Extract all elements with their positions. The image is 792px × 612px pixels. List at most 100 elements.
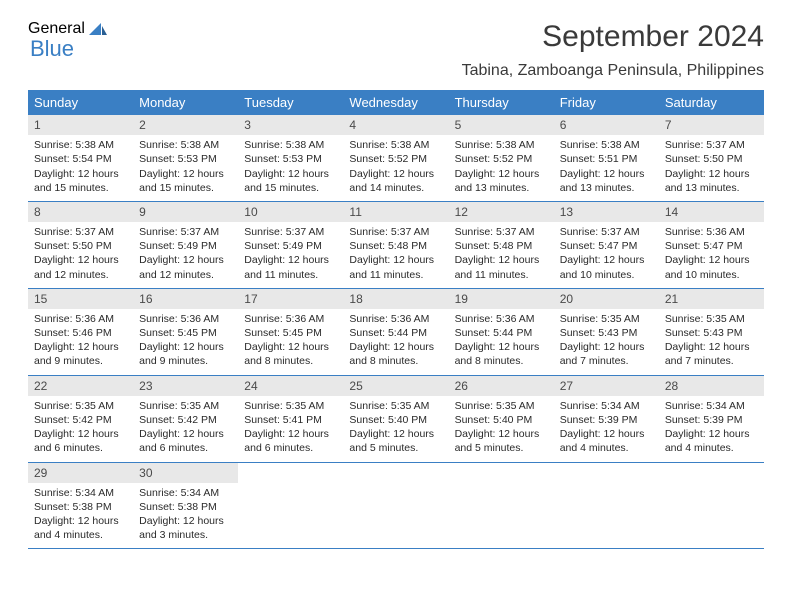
sunrise-text: Sunrise: 5:38 AM <box>349 138 442 152</box>
daylight-text: Daylight: 12 hours and 8 minutes. <box>244 340 337 368</box>
week-row: 15Sunrise: 5:36 AMSunset: 5:46 PMDayligh… <box>28 289 764 376</box>
sunset-text: Sunset: 5:43 PM <box>665 326 758 340</box>
daylight-text: Daylight: 12 hours and 7 minutes. <box>560 340 653 368</box>
calendar-cell: 21Sunrise: 5:35 AMSunset: 5:43 PMDayligh… <box>659 289 764 375</box>
calendar-cell: 12Sunrise: 5:37 AMSunset: 5:48 PMDayligh… <box>449 202 554 288</box>
day-number: 20 <box>554 289 659 309</box>
calendar-cell: 30Sunrise: 5:34 AMSunset: 5:38 PMDayligh… <box>133 463 238 549</box>
cell-body: Sunrise: 5:37 AMSunset: 5:49 PMDaylight:… <box>238 222 343 288</box>
daylight-text: Daylight: 12 hours and 12 minutes. <box>34 253 127 281</box>
calendar-cell: 15Sunrise: 5:36 AMSunset: 5:46 PMDayligh… <box>28 289 133 375</box>
cell-body: Sunrise: 5:37 AMSunset: 5:48 PMDaylight:… <box>343 222 448 288</box>
sunrise-text: Sunrise: 5:37 AM <box>455 225 548 239</box>
daylight-text: Daylight: 12 hours and 5 minutes. <box>349 427 442 455</box>
day-number: 29 <box>28 463 133 483</box>
day-number: 28 <box>659 376 764 396</box>
day-number: 4 <box>343 115 448 135</box>
daylight-text: Daylight: 12 hours and 6 minutes. <box>244 427 337 455</box>
logo-sail-icon <box>87 21 109 37</box>
sunrise-text: Sunrise: 5:35 AM <box>139 399 232 413</box>
day-header-wed: Wednesday <box>343 90 448 115</box>
sunrise-text: Sunrise: 5:36 AM <box>349 312 442 326</box>
daylight-text: Daylight: 12 hours and 15 minutes. <box>244 167 337 195</box>
sunset-text: Sunset: 5:40 PM <box>455 413 548 427</box>
sunset-text: Sunset: 5:49 PM <box>244 239 337 253</box>
calendar-cell: 6Sunrise: 5:38 AMSunset: 5:51 PMDaylight… <box>554 115 659 201</box>
daylight-text: Daylight: 12 hours and 15 minutes. <box>139 167 232 195</box>
week-row: 8Sunrise: 5:37 AMSunset: 5:50 PMDaylight… <box>28 202 764 289</box>
sunset-text: Sunset: 5:52 PM <box>455 152 548 166</box>
daylight-text: Daylight: 12 hours and 4 minutes. <box>34 514 127 542</box>
calendar-cell <box>554 463 659 549</box>
week-row: 22Sunrise: 5:35 AMSunset: 5:42 PMDayligh… <box>28 376 764 463</box>
cell-body: Sunrise: 5:35 AMSunset: 5:42 PMDaylight:… <box>133 396 238 462</box>
day-number: 7 <box>659 115 764 135</box>
cell-body: Sunrise: 5:37 AMSunset: 5:47 PMDaylight:… <box>554 222 659 288</box>
day-number: 23 <box>133 376 238 396</box>
sunrise-text: Sunrise: 5:35 AM <box>349 399 442 413</box>
day-number: 22 <box>28 376 133 396</box>
logo-text-blue: Blue <box>30 36 74 61</box>
calendar-cell: 10Sunrise: 5:37 AMSunset: 5:49 PMDayligh… <box>238 202 343 288</box>
day-header-fri: Friday <box>554 90 659 115</box>
sunset-text: Sunset: 5:47 PM <box>560 239 653 253</box>
cell-body: Sunrise: 5:36 AMSunset: 5:45 PMDaylight:… <box>238 309 343 375</box>
calendar-cell: 2Sunrise: 5:38 AMSunset: 5:53 PMDaylight… <box>133 115 238 201</box>
calendar-cell: 23Sunrise: 5:35 AMSunset: 5:42 PMDayligh… <box>133 376 238 462</box>
cell-body: Sunrise: 5:38 AMSunset: 5:54 PMDaylight:… <box>28 135 133 201</box>
sunset-text: Sunset: 5:45 PM <box>139 326 232 340</box>
cell-body: Sunrise: 5:36 AMSunset: 5:44 PMDaylight:… <box>449 309 554 375</box>
cell-body: Sunrise: 5:35 AMSunset: 5:40 PMDaylight:… <box>343 396 448 462</box>
daylight-text: Daylight: 12 hours and 6 minutes. <box>139 427 232 455</box>
calendar-cell: 9Sunrise: 5:37 AMSunset: 5:49 PMDaylight… <box>133 202 238 288</box>
sunset-text: Sunset: 5:42 PM <box>139 413 232 427</box>
cell-body: Sunrise: 5:35 AMSunset: 5:43 PMDaylight:… <box>659 309 764 375</box>
day-header-sat: Saturday <box>659 90 764 115</box>
week-row: 29Sunrise: 5:34 AMSunset: 5:38 PMDayligh… <box>28 463 764 550</box>
sunset-text: Sunset: 5:48 PM <box>455 239 548 253</box>
calendar-cell: 26Sunrise: 5:35 AMSunset: 5:40 PMDayligh… <box>449 376 554 462</box>
daylight-text: Daylight: 12 hours and 7 minutes. <box>665 340 758 368</box>
sunset-text: Sunset: 5:38 PM <box>139 500 232 514</box>
calendar-cell: 1Sunrise: 5:38 AMSunset: 5:54 PMDaylight… <box>28 115 133 201</box>
calendar-cell: 14Sunrise: 5:36 AMSunset: 5:47 PMDayligh… <box>659 202 764 288</box>
sunrise-text: Sunrise: 5:37 AM <box>244 225 337 239</box>
calendar-cell: 19Sunrise: 5:36 AMSunset: 5:44 PMDayligh… <box>449 289 554 375</box>
day-number: 9 <box>133 202 238 222</box>
sunrise-text: Sunrise: 5:35 AM <box>560 312 653 326</box>
daylight-text: Daylight: 12 hours and 9 minutes. <box>139 340 232 368</box>
day-number: 1 <box>28 115 133 135</box>
cell-body: Sunrise: 5:37 AMSunset: 5:50 PMDaylight:… <box>28 222 133 288</box>
day-number: 13 <box>554 202 659 222</box>
daylight-text: Daylight: 12 hours and 11 minutes. <box>244 253 337 281</box>
cell-body: Sunrise: 5:34 AMSunset: 5:38 PMDaylight:… <box>28 483 133 549</box>
calendar-cell: 5Sunrise: 5:38 AMSunset: 5:52 PMDaylight… <box>449 115 554 201</box>
daylight-text: Daylight: 12 hours and 4 minutes. <box>665 427 758 455</box>
cell-body: Sunrise: 5:35 AMSunset: 5:43 PMDaylight:… <box>554 309 659 375</box>
cell-body: Sunrise: 5:38 AMSunset: 5:52 PMDaylight:… <box>343 135 448 201</box>
cell-body: Sunrise: 5:37 AMSunset: 5:49 PMDaylight:… <box>133 222 238 288</box>
page-title: September 2024 <box>542 20 764 54</box>
sunrise-text: Sunrise: 5:37 AM <box>560 225 653 239</box>
sunset-text: Sunset: 5:54 PM <box>34 152 127 166</box>
sunrise-text: Sunrise: 5:38 AM <box>560 138 653 152</box>
sunset-text: Sunset: 5:44 PM <box>455 326 548 340</box>
calendar-cell <box>238 463 343 549</box>
sunset-text: Sunset: 5:52 PM <box>349 152 442 166</box>
cell-body: Sunrise: 5:38 AMSunset: 5:53 PMDaylight:… <box>133 135 238 201</box>
calendar-cell: 28Sunrise: 5:34 AMSunset: 5:39 PMDayligh… <box>659 376 764 462</box>
cell-body: Sunrise: 5:37 AMSunset: 5:48 PMDaylight:… <box>449 222 554 288</box>
daylight-text: Daylight: 12 hours and 8 minutes. <box>349 340 442 368</box>
cell-body: Sunrise: 5:35 AMSunset: 5:41 PMDaylight:… <box>238 396 343 462</box>
sunset-text: Sunset: 5:43 PM <box>560 326 653 340</box>
day-headers: Sunday Monday Tuesday Wednesday Thursday… <box>28 90 764 115</box>
cell-body: Sunrise: 5:38 AMSunset: 5:53 PMDaylight:… <box>238 135 343 201</box>
daylight-text: Daylight: 12 hours and 13 minutes. <box>560 167 653 195</box>
daylight-text: Daylight: 12 hours and 14 minutes. <box>349 167 442 195</box>
sunrise-text: Sunrise: 5:37 AM <box>139 225 232 239</box>
daylight-text: Daylight: 12 hours and 15 minutes. <box>34 167 127 195</box>
calendar-cell: 7Sunrise: 5:37 AMSunset: 5:50 PMDaylight… <box>659 115 764 201</box>
sunrise-text: Sunrise: 5:36 AM <box>455 312 548 326</box>
day-number: 15 <box>28 289 133 309</box>
day-number: 2 <box>133 115 238 135</box>
